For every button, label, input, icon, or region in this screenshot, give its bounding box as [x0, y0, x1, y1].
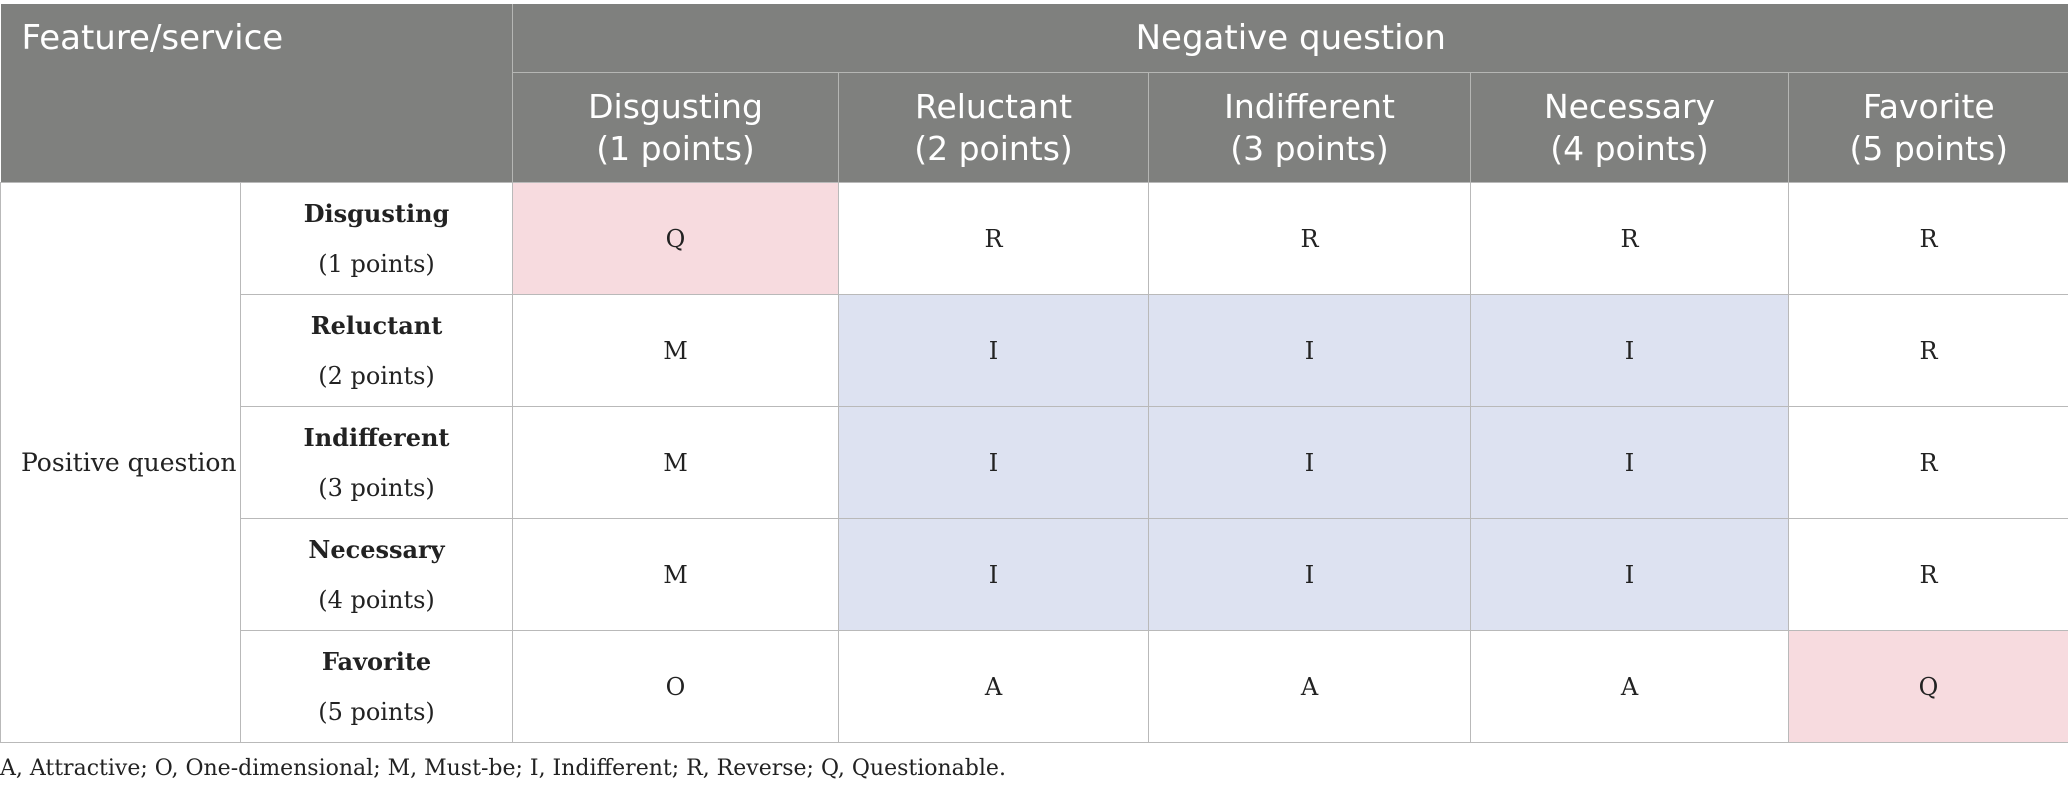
row-label-name: Disgusting [303, 198, 450, 228]
table-cell: M [512, 406, 840, 519]
row-label-indifferent: Indifferent (3 points) [239, 406, 514, 519]
row-label-disgusting: Disgusting (1 points) [239, 182, 514, 295]
column-header-points: (1 points) [596, 128, 755, 168]
table-cell: I [1148, 406, 1472, 519]
negative-question-header: Negative question [512, 4, 2068, 73]
table-cell: I [1470, 294, 1790, 407]
column-header-points: (2 points) [914, 128, 1073, 168]
column-header-indifferent: Indifferent (3 points) [1148, 72, 1471, 183]
table-cell: R [1470, 182, 1790, 295]
column-header-necessary: Necessary (4 points) [1470, 72, 1789, 183]
row-label-reluctant: Reluctant (2 points) [239, 294, 514, 407]
table-cell: R [1788, 406, 2068, 519]
column-header-name: Reluctant [915, 86, 1073, 126]
column-header-name: Necessary [1543, 86, 1716, 126]
table-cell: I [1470, 518, 1790, 631]
row-label-points: (5 points) [318, 697, 435, 726]
table-cell: I [838, 294, 1150, 407]
row-label-points: (4 points) [318, 585, 435, 614]
row-label-points: (2 points) [318, 361, 435, 390]
table-row: Positive question Disgusting (1 points) Q… [0, 182, 2068, 743]
column-header-name: Favorite [1862, 86, 1995, 126]
column-header-favorite: Favorite (5 points) [1788, 72, 2068, 183]
column-header-disgusting: Disgusting (1 points) [512, 72, 839, 183]
table-row: Indifferent (3 points) M I I I R [1, 406, 2068, 519]
table-cell: Q [512, 182, 840, 295]
table-cell: A [1470, 630, 1790, 743]
row-label-name: Indifferent [303, 422, 450, 452]
column-header-points: (4 points) [1550, 128, 1709, 168]
column-header-points: (3 points) [1230, 128, 1389, 168]
feature-service-header: Feature/service [0, 4, 513, 183]
row-label-name: Favorite [321, 646, 432, 676]
row-label-name: Reluctant [310, 310, 443, 340]
row-label-points: (3 points) [318, 473, 435, 502]
table-cell: R [1788, 294, 2068, 407]
table-cell: R [1788, 518, 2068, 631]
table-cell: R [1788, 182, 2068, 295]
row-label-points: (1 points) [318, 249, 435, 278]
table-cell: I [1148, 294, 1472, 407]
header-row-top: Feature/service Negative question [0, 4, 2068, 183]
table-cell: R [1148, 182, 1472, 295]
kano-evaluation-table: Feature/service Negative question Disgus… [0, 4, 2068, 743]
table-cell: A [838, 630, 1150, 743]
table-footnote: A, Attractive; O, One-dimensional; M, Mu… [0, 756, 1006, 781]
column-header-name: Indifferent [1224, 86, 1395, 126]
table-cell: I [838, 518, 1150, 631]
table-cell: A [1148, 630, 1472, 743]
table-cell: M [512, 294, 840, 407]
header-row-columns: Disgusting (1 points) Reluctant (2 points)… [1, 72, 2068, 183]
table-cell: R [838, 182, 1150, 295]
row-label-favorite: Favorite (5 points) [239, 630, 514, 743]
table-row: Favorite (5 points) O A A A Q [1, 630, 2068, 743]
table-cell: M [512, 518, 840, 631]
table-cell: O [512, 630, 840, 743]
column-header-points: (5 points) [1849, 128, 2009, 168]
table-cell: I [1148, 518, 1472, 631]
table-cell: Q [1788, 630, 2068, 743]
column-header-reluctant: Reluctant (2 points) [838, 72, 1149, 183]
table-cell: I [838, 406, 1150, 519]
table-cell: I [1470, 406, 1790, 519]
row-label-name: Necessary [308, 534, 445, 564]
positive-question-label: Positive question [0, 182, 241, 743]
row-label-necessary: Necessary (4 points) [239, 518, 514, 631]
table-row: Necessary (4 points) M I I I R [1, 518, 2068, 631]
table-row: Reluctant (2 points) M I I I R [1, 294, 2068, 407]
column-header-name: Disgusting [588, 86, 763, 126]
